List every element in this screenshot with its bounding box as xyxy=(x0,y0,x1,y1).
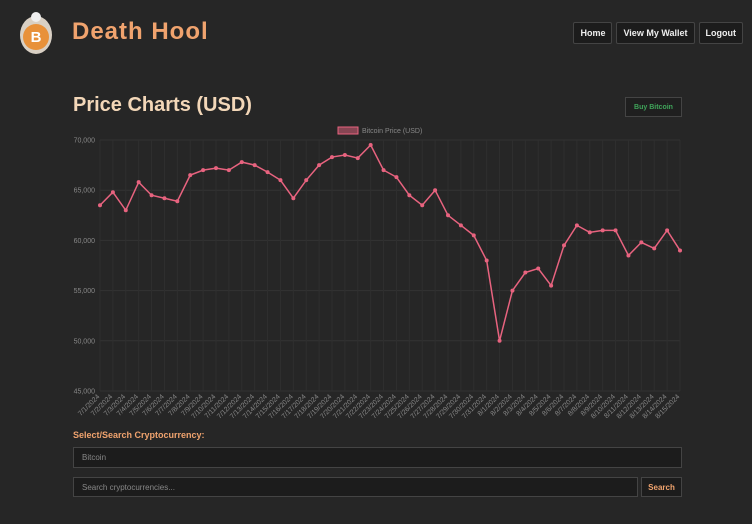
price-point xyxy=(330,155,334,160)
price-point xyxy=(291,196,296,201)
price-point xyxy=(587,230,592,235)
crypto-select[interactable]: Bitcoin xyxy=(73,447,682,468)
price-point xyxy=(678,248,682,253)
price-point xyxy=(368,143,373,148)
price-point xyxy=(549,283,554,288)
price-point xyxy=(214,166,218,171)
price-point xyxy=(381,168,386,173)
select-label: Select/Search Cryptocurrency: xyxy=(73,430,205,440)
price-point xyxy=(536,266,541,271)
price-point xyxy=(613,228,618,233)
svg-text:B: B xyxy=(31,29,42,46)
price-point xyxy=(407,193,412,198)
search-input[interactable]: Search cryptocurrencies... xyxy=(73,477,638,497)
price-point xyxy=(510,288,515,293)
legend-swatch xyxy=(337,126,359,135)
nav: Home View My Wallet Logout xyxy=(573,22,743,44)
price-point xyxy=(175,199,180,204)
nav-home[interactable]: Home xyxy=(573,22,613,44)
price-point xyxy=(600,228,605,233)
price-point xyxy=(123,208,128,213)
price-point xyxy=(226,168,231,173)
brand: Death Hool xyxy=(72,18,209,45)
price-point xyxy=(355,156,360,161)
price-point xyxy=(98,203,102,208)
price-point xyxy=(652,246,657,251)
price-point xyxy=(446,213,450,218)
price-point xyxy=(626,253,631,258)
price-point xyxy=(317,163,322,168)
legend-label: Bitcoin Price (USD) xyxy=(362,128,422,135)
nav-wallet[interactable]: View My Wallet xyxy=(616,22,695,44)
price-point xyxy=(433,188,438,193)
price-point xyxy=(188,173,193,178)
heading: Price Charts (USD) xyxy=(73,94,252,116)
price-point xyxy=(304,178,309,183)
price-point xyxy=(420,203,425,208)
price-point xyxy=(162,196,167,201)
buy-button[interactable]: Buy Bitcoin xyxy=(625,97,682,117)
price-point xyxy=(471,233,476,238)
price-point xyxy=(639,240,644,245)
price-point xyxy=(239,160,244,165)
y-tick-label: 55,000 xyxy=(74,288,96,295)
price-point xyxy=(265,170,270,175)
y-tick-label: 65,000 xyxy=(74,188,96,195)
y-tick-label: 60,000 xyxy=(74,238,96,245)
price-point xyxy=(497,338,502,343)
price-point xyxy=(136,180,141,185)
price-point xyxy=(458,223,463,228)
price-point xyxy=(523,270,528,275)
price-point xyxy=(110,190,115,195)
price-line xyxy=(99,143,681,341)
search-button[interactable]: Search xyxy=(641,477,682,497)
price-point xyxy=(342,153,347,158)
price-point xyxy=(394,175,399,180)
nav-logout[interactable]: Logout xyxy=(698,22,743,44)
price-point xyxy=(484,258,489,263)
y-tick-label: 45,000 xyxy=(74,389,96,396)
chart: 45,00050,00055,00060,00065,00070,0007/1/… xyxy=(74,126,682,420)
y-tick-label: 50,000 xyxy=(74,338,96,345)
y-tick-label: 70,000 xyxy=(74,138,96,145)
price-point xyxy=(149,193,154,198)
logo: B xyxy=(20,12,52,54)
price-point xyxy=(252,163,257,168)
price-point xyxy=(562,243,566,248)
price-point xyxy=(574,223,579,228)
price-point xyxy=(201,168,206,173)
price-point xyxy=(278,178,283,183)
price-point xyxy=(665,228,670,233)
